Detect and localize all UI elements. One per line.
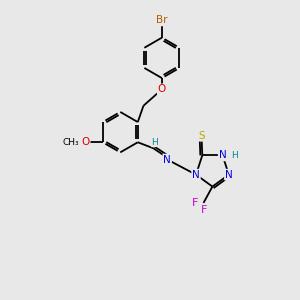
Text: N: N [192,169,200,180]
Text: N: N [225,169,233,180]
Text: H: H [151,138,158,147]
Text: S: S [198,131,205,141]
Text: F: F [191,198,198,208]
Text: N: N [163,154,171,164]
Text: CH₃: CH₃ [62,138,79,147]
Text: N: N [219,150,226,161]
Text: Br: Br [156,15,168,26]
Text: F: F [201,205,207,215]
Text: O: O [158,84,166,94]
Text: O: O [81,137,90,147]
Text: H: H [231,151,238,160]
